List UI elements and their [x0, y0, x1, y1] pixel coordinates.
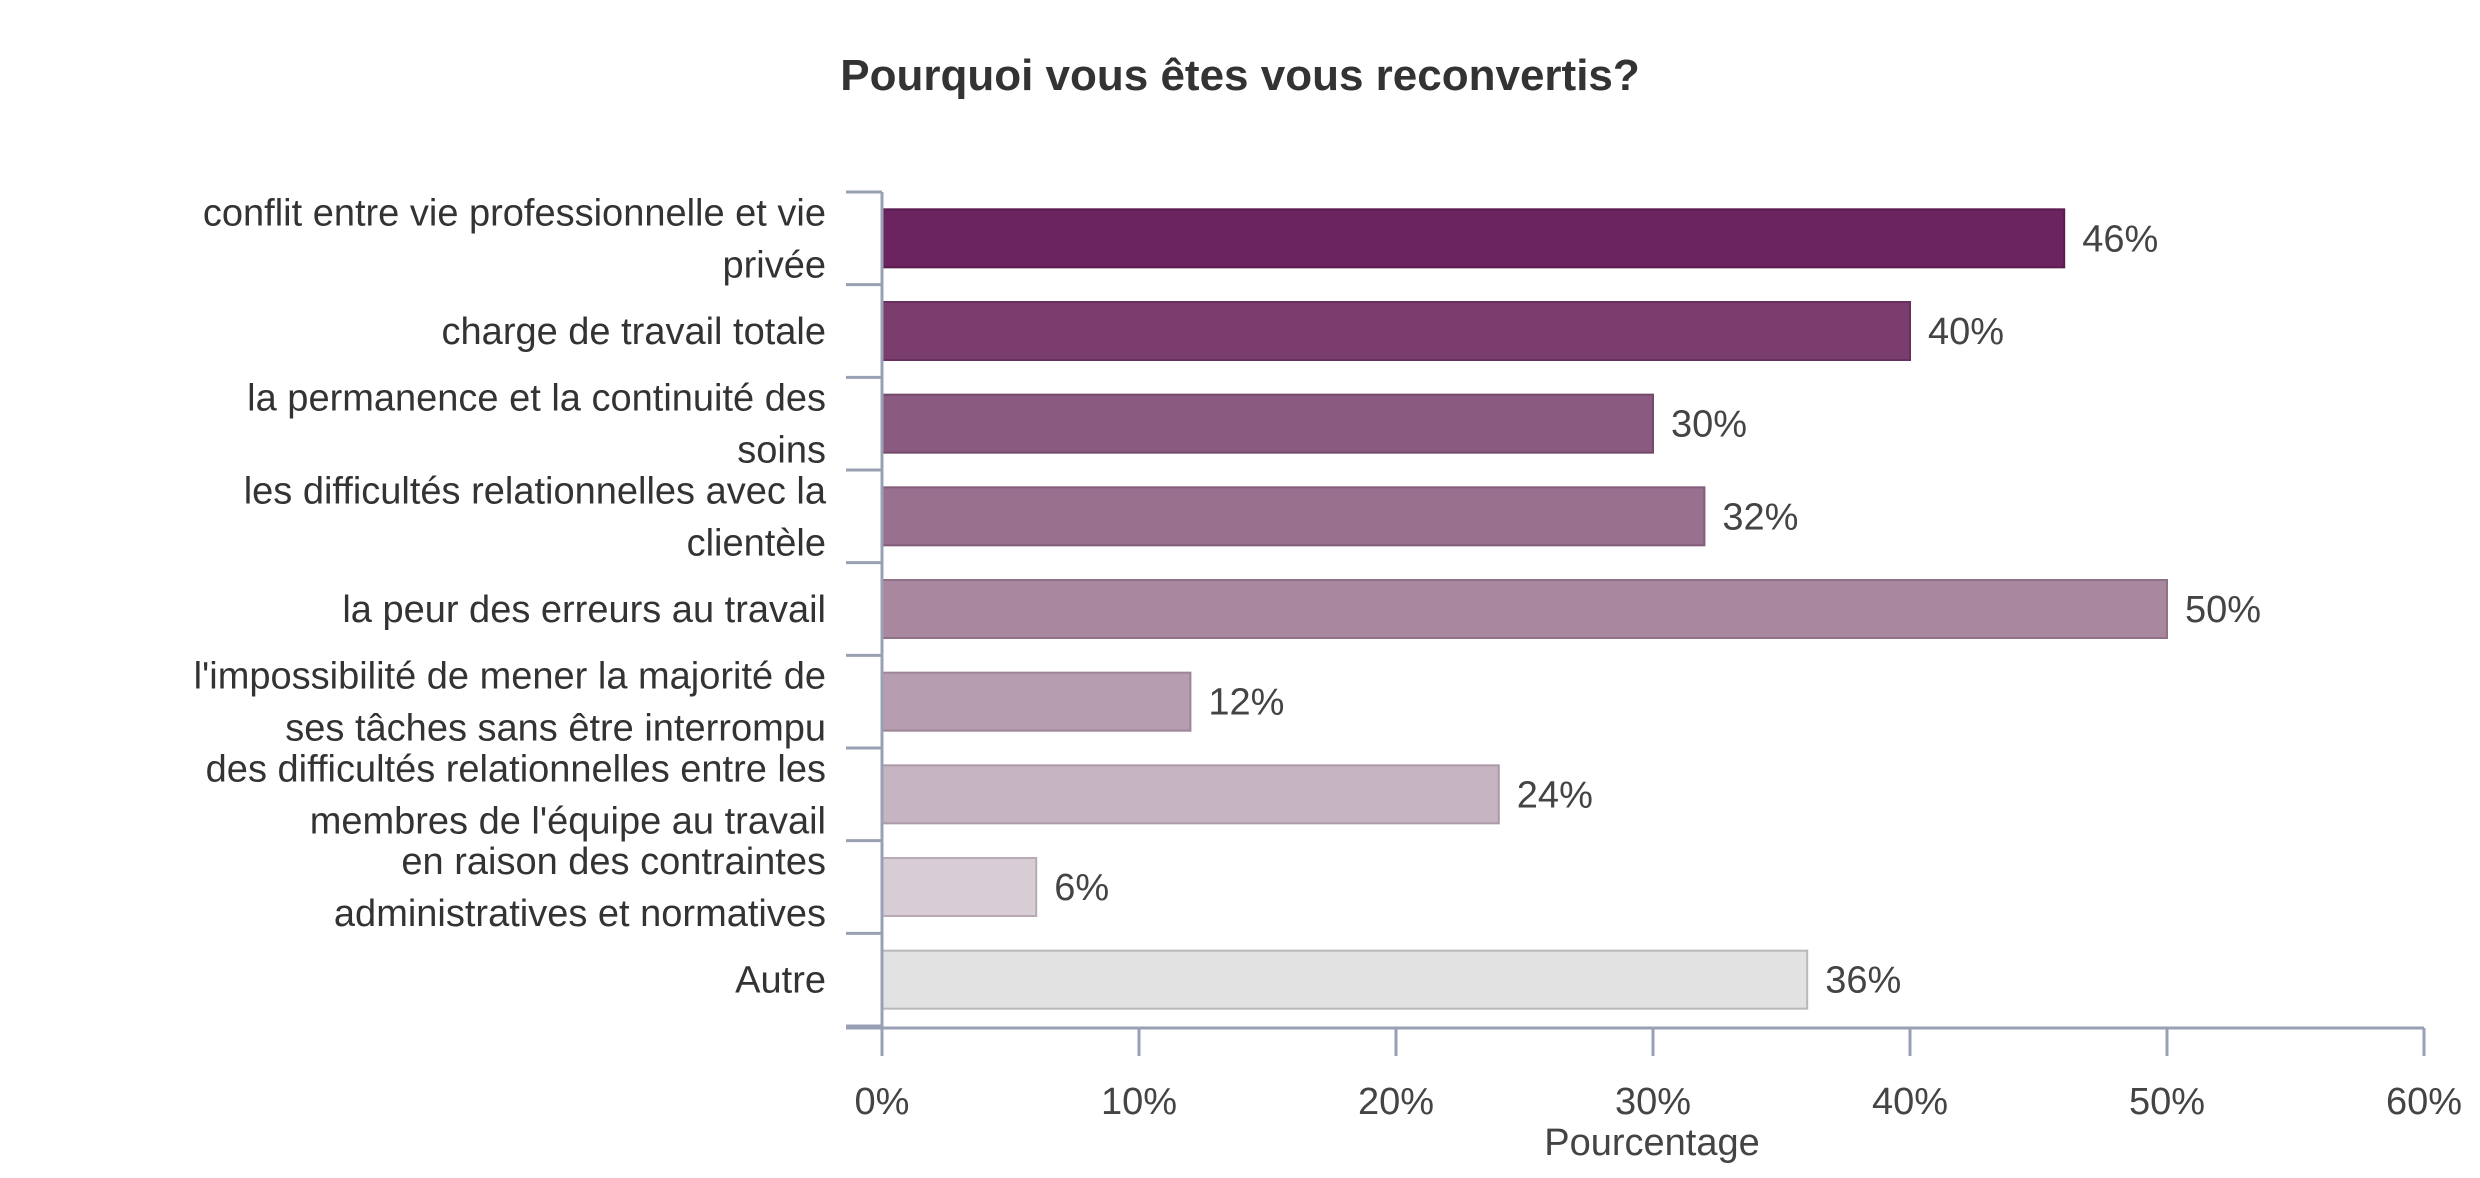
category-label-5: l'impossibilité de mener la majorité de s…: [194, 656, 826, 750]
bars-group: 46% 40% 30% 32% 50% 12% 24% 6% 36%: [881, 208, 2261, 1010]
value-label-7: 6%: [1054, 867, 1109, 909]
bar-2: [881, 393, 1654, 454]
x-tick-label-6: 60%: [2386, 1081, 2462, 1123]
bar-5: [881, 671, 1192, 732]
bar-7: [881, 857, 1038, 917]
value-label-4: 50%: [2185, 589, 2261, 631]
category-label-8: Autre: [735, 960, 826, 1002]
category-label-6: des difficultés relationnelles entre les…: [206, 748, 826, 842]
x-axis-title: Pourcentage: [1544, 1122, 1760, 1164]
category-label-7: en raison des contraintes administratives…: [334, 841, 826, 935]
value-label-6: 24%: [1517, 774, 1593, 816]
x-tick-label-3: 30%: [1615, 1081, 1691, 1123]
category-labels: conflit entre vie professionnelle et vie…: [194, 192, 827, 1001]
value-label-8: 36%: [1825, 960, 1901, 1002]
category-label-1: charge de travail totale: [442, 311, 826, 353]
axes: 0% 10% 20% 30% 40% 50% 60%: [846, 190, 2462, 1123]
value-label-5: 12%: [1208, 682, 1284, 724]
category-label-4: la peur des erreurs au travail: [342, 589, 826, 631]
x-tick-label-2: 20%: [1358, 1081, 1434, 1123]
x-tick-label-4: 40%: [1872, 1081, 1948, 1123]
category-label-0: conflit entre vie professionnelle et vie…: [203, 192, 826, 286]
chart-title: Pourquoi vous êtes vous reconvertis?: [840, 51, 1640, 100]
bar-6: [881, 764, 1500, 825]
value-label-0: 46%: [2082, 218, 2158, 260]
x-tick-label-0: 0%: [855, 1081, 910, 1123]
bar-0: [881, 208, 2066, 269]
bar-8: [881, 949, 1809, 1010]
bar-3: [881, 486, 1706, 547]
bar-4: [881, 579, 2168, 639]
value-label-1: 40%: [1928, 311, 2004, 353]
category-label-3: les difficultés relationnelles avec la cl…: [244, 470, 827, 564]
x-tick-label-5: 50%: [2129, 1081, 2205, 1123]
value-label-2: 30%: [1671, 404, 1747, 446]
x-tick-label-1: 10%: [1101, 1081, 1177, 1123]
bar-1: [881, 301, 1911, 361]
category-label-2: la permanence et la continuité des soins: [247, 378, 826, 472]
value-label-3: 32%: [1722, 496, 1798, 538]
